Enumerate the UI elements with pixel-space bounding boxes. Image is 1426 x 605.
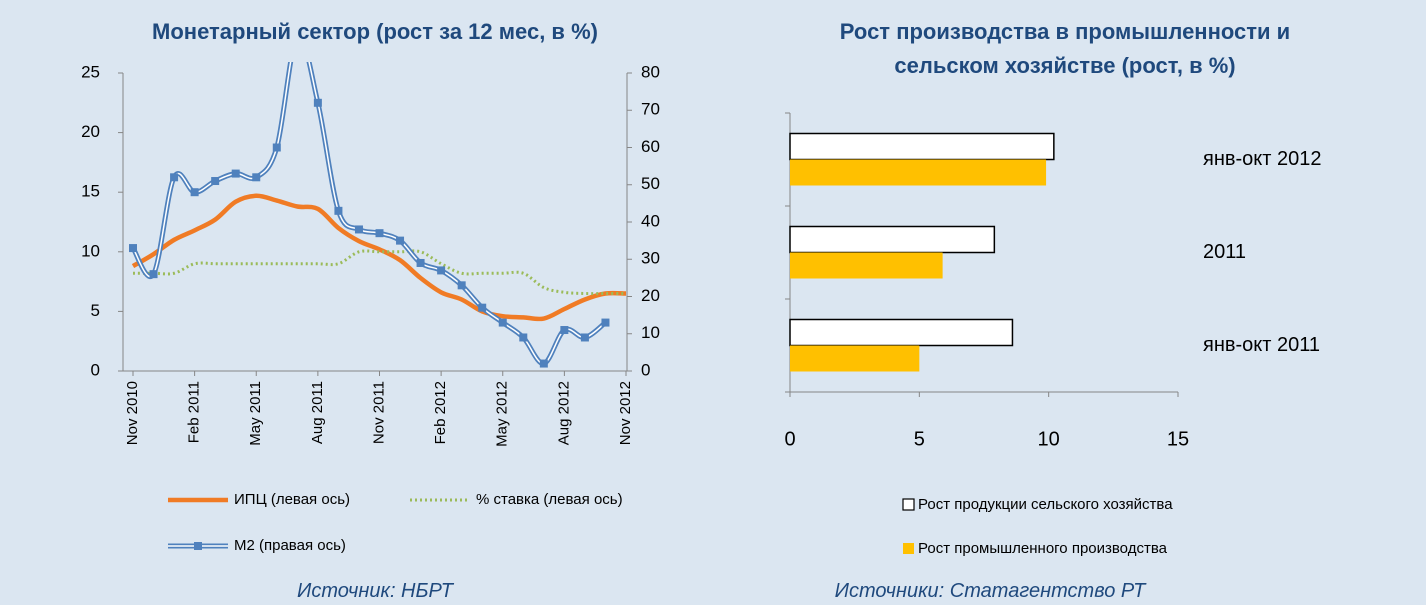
y2-tick-label: 40 [641,211,660,230]
y-tick-label: 5 [91,301,100,320]
marker [190,188,199,197]
x-tick-label: Feb 2011 [186,381,203,443]
marker [149,270,158,279]
marker [580,333,589,342]
x-tick-label: May 2011 [247,381,264,446]
x-tick-label: 10 [1038,428,1060,450]
chart-title: Монетарный сектор (рост за 12 мес, в %) [152,19,598,44]
marker [457,281,466,290]
series-line-inner [132,62,606,365]
bar [790,252,943,279]
marker [252,173,261,182]
x-tick-label: Nov 2012 [617,381,634,445]
marker [498,318,507,327]
bar [789,225,996,254]
chart-title: Рост производства в промышленности и сел… [839,19,1291,78]
x-tick-label: 0 [784,428,795,450]
marker [334,206,343,215]
legend-swatch [903,543,914,554]
marker [478,303,487,312]
marker [375,229,384,238]
marker [601,318,610,327]
x-tick-label: Nov 2010 [124,381,141,445]
marker [231,169,240,178]
bar [789,132,1055,161]
source-note: Источники: Статагентство РТ [834,580,1146,602]
source-note: Источник: НБРТ [297,580,453,602]
marker [354,225,363,234]
y2-tick-label: 20 [641,286,660,305]
y2-tick-label: 0 [641,360,650,379]
marker [129,244,137,253]
legend-swatch [194,542,202,550]
y2-tick-label: 50 [641,174,660,193]
y-tick-label: 10 [81,241,100,260]
legend-swatch [902,498,915,511]
marker [437,266,446,275]
marker [170,173,179,182]
y2-tick-label: 70 [641,100,660,119]
category-label: 2011 [1203,241,1246,263]
series-line [131,193,627,322]
legend-label: % ставка (левая ось) [476,491,623,508]
category-label: янв-окт 2012 [1203,148,1321,170]
y-tick-label: 0 [91,360,100,379]
x-tick-label: 5 [914,428,925,450]
x-tick-label: 15 [1167,428,1189,450]
bar [789,318,1014,347]
category-label: янв-окт 2011 [1203,334,1320,356]
legend-label: Рост промышленного производства [918,540,1168,557]
legend-label: М2 (правая ось) [234,537,346,554]
y2-tick-label: 80 [641,62,660,81]
legend-label: Рост продукции сельского хозяйства [918,496,1173,513]
x-tick-label: Aug 2012 [555,381,572,445]
legend-label: ИПЦ (левая ось) [234,491,350,508]
marker [539,359,548,368]
marker [560,326,569,335]
y2-tick-label: 10 [641,323,660,342]
marker [519,333,528,342]
marker [396,236,405,245]
y-tick-label: 25 [81,62,100,81]
marker [313,98,322,107]
bar [790,159,1047,186]
x-tick-label: Aug 2011 [309,381,326,444]
y2-tick-label: 30 [641,249,660,268]
series-line [130,62,608,367]
marker [211,177,220,186]
y2-tick-label: 60 [641,137,660,156]
marker [272,143,281,152]
plot [129,62,627,368]
x-tick-label: Nov 2011 [370,381,387,444]
x-tick-label: Feb 2012 [432,381,449,444]
y-tick-label: 20 [81,122,100,141]
y-tick-label: 15 [81,182,100,201]
bar [790,345,920,372]
series-line [132,249,626,296]
x-tick-label: May 2012 [494,381,511,447]
marker [416,258,425,267]
